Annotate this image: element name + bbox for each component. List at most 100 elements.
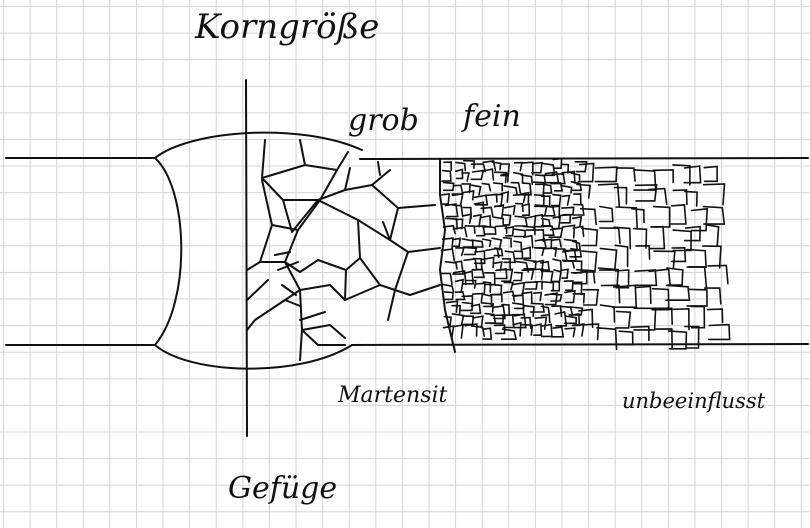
fine-grain — [550, 193, 562, 207]
fine-grain — [442, 181, 455, 192]
base-grain — [672, 164, 691, 186]
fine-grain — [513, 161, 523, 172]
fine-grain — [534, 174, 547, 186]
fine-grain — [489, 283, 503, 296]
fine-grain — [461, 183, 471, 194]
unaffected-grain-field — [575, 162, 731, 351]
fine-grain — [510, 181, 522, 194]
fine-grain — [463, 246, 478, 256]
base-grain — [631, 207, 645, 224]
fine-grain — [543, 247, 558, 257]
fine-grain — [462, 189, 475, 201]
fine-grain — [481, 256, 495, 269]
fine-grain — [548, 227, 564, 238]
fine-grain — [564, 289, 576, 304]
fine-grain — [473, 194, 489, 206]
fine-grain — [513, 250, 524, 260]
weld-left-profile — [154, 157, 183, 346]
base-grain — [581, 227, 599, 247]
fine-grain — [454, 218, 464, 230]
fine-grain — [571, 240, 581, 252]
fine-grain — [561, 170, 576, 184]
fine-grain — [471, 239, 484, 248]
base-grain — [575, 268, 596, 284]
fine-grain — [559, 268, 569, 279]
weld-bottom-arc — [154, 344, 353, 370]
fine-grain — [529, 302, 545, 313]
fine-grain — [470, 163, 486, 173]
fine-grain — [464, 323, 478, 337]
fine-grain — [454, 324, 464, 339]
fine-grain — [541, 270, 554, 282]
fine-grain — [549, 293, 563, 302]
fine-grain — [520, 191, 530, 204]
base-grain — [576, 183, 592, 199]
fine-grain — [541, 162, 556, 177]
fine-grain — [492, 182, 503, 192]
fine-grain — [473, 201, 485, 214]
fine-grain — [572, 225, 585, 238]
fine-grain — [521, 202, 531, 216]
base-grain — [598, 183, 621, 208]
plate-top-right-line — [359, 157, 809, 160]
base-grain — [630, 325, 650, 342]
vertical-axis-line — [245, 79, 248, 437]
fine-grain — [533, 291, 543, 302]
fine-grain — [564, 327, 576, 338]
fine-grain — [482, 160, 497, 172]
fine-grain — [502, 236, 512, 248]
base-grain — [702, 205, 726, 225]
fine-grain — [454, 278, 465, 294]
weld-top-arc — [154, 131, 363, 159]
fine-grain — [563, 280, 574, 291]
fine-grain — [541, 238, 553, 250]
fine-grain — [533, 213, 544, 228]
fine-grain — [443, 291, 454, 301]
fine-grain — [559, 213, 572, 224]
fine-grain — [492, 261, 503, 272]
label-gefuege: Gefüge — [228, 471, 337, 506]
fine-grain — [532, 181, 545, 195]
label-grob: grob — [348, 103, 419, 138]
fine-grain — [512, 193, 527, 203]
fine-grain — [530, 268, 544, 280]
base-grain — [632, 227, 648, 249]
fine-grain — [501, 268, 514, 282]
fine-grain — [462, 213, 472, 225]
fine-grain — [550, 280, 561, 292]
fine-grain — [470, 184, 482, 196]
base-grain — [708, 323, 731, 341]
fine-grain — [463, 258, 478, 271]
base-grain — [703, 165, 718, 183]
base-grain — [648, 268, 671, 287]
coarse-grain-boundaries — [246, 139, 349, 361]
fine-grain — [451, 204, 464, 218]
fine-grain — [493, 267, 508, 280]
base-grain — [599, 304, 616, 323]
fine-grain — [452, 260, 465, 275]
fine-grain — [475, 225, 486, 237]
fine-grain — [533, 323, 543, 336]
fine-grain — [533, 228, 545, 243]
fine-grain — [482, 281, 492, 293]
fine-grain — [480, 206, 494, 218]
fine-grain — [500, 163, 511, 177]
fine-grain — [561, 206, 575, 216]
base-grain — [612, 284, 638, 308]
base-grain — [635, 244, 651, 260]
base-grain — [666, 267, 684, 286]
fine-grain — [461, 172, 470, 182]
fine-grain — [513, 240, 523, 253]
base-grain — [634, 184, 658, 202]
fine-grain — [454, 168, 464, 180]
fine-grain — [445, 300, 459, 313]
fine-grain — [553, 248, 568, 261]
fine-grain — [493, 171, 508, 184]
fine-grain — [455, 247, 465, 257]
fine-grain — [561, 185, 573, 194]
plate-bottom-right-line — [351, 343, 809, 346]
fine-grain — [500, 190, 510, 203]
fine-grain — [452, 226, 468, 238]
base-grain — [705, 224, 720, 247]
fine-grain — [461, 295, 474, 307]
